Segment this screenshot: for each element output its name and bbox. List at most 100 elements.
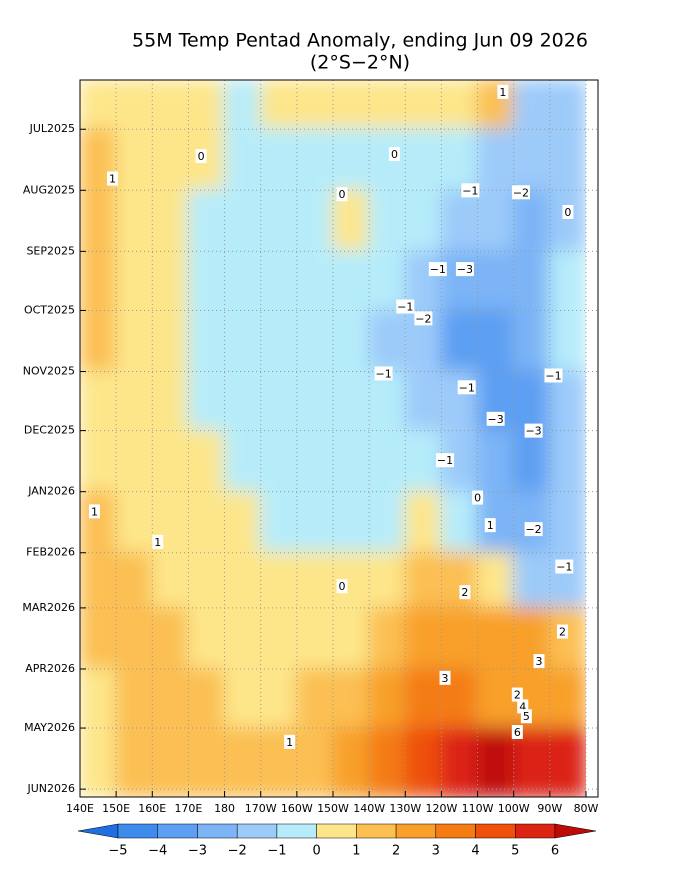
chart-title: 55M Temp Pentad Anomaly, ending Jun 09 2…	[132, 30, 588, 52]
contour-label: −1	[459, 381, 475, 394]
field-cell	[476, 727, 515, 797]
contour-label-box	[511, 687, 523, 702]
field-cell	[404, 490, 443, 554]
field-cell	[548, 250, 586, 312]
contour-label: −1	[556, 561, 572, 574]
field-cell	[80, 250, 118, 312]
field-cell	[404, 189, 443, 253]
field-cell	[223, 309, 262, 373]
contour-label-box	[486, 411, 505, 426]
contour-label-box	[414, 311, 433, 326]
colorbar-arrow	[554, 823, 597, 839]
field-cell	[295, 370, 334, 432]
field-cell	[404, 606, 443, 670]
field-cell	[187, 309, 226, 373]
field-cell	[440, 250, 479, 312]
contour-label: 1	[109, 172, 116, 185]
field-cell	[368, 490, 407, 554]
field-cell	[259, 250, 298, 312]
field-cell	[368, 128, 407, 192]
x-tick-label: 170W	[245, 802, 277, 815]
colorbar-label: −4	[148, 844, 167, 859]
field-cell	[332, 727, 371, 797]
field-cell	[295, 189, 334, 253]
field-cell	[332, 429, 371, 493]
y-tick-label: OCT2025	[24, 303, 75, 316]
x-tick-label: 90W	[537, 802, 562, 815]
field-cell	[332, 490, 371, 554]
x-tick-label: 120W	[425, 802, 457, 815]
field-cell	[259, 370, 298, 432]
field-cell	[115, 80, 154, 131]
y-tick-label: NOV2025	[23, 365, 75, 378]
contour-label-box	[520, 709, 532, 724]
contour-label-box	[544, 368, 563, 383]
contour-label-box	[195, 149, 207, 164]
field-cell	[223, 667, 262, 730]
x-tick-label: 110W	[462, 802, 494, 815]
y-tick-label: AUG2025	[23, 183, 75, 196]
field-cell	[80, 551, 118, 609]
field-cell	[223, 128, 262, 192]
contour-label: 1	[487, 519, 494, 532]
contour-label-box	[374, 366, 393, 381]
field-cell	[368, 727, 407, 797]
field-cell	[187, 551, 226, 609]
y-tick-label: SEP2025	[26, 244, 75, 257]
field-cell	[548, 727, 586, 797]
field-cell	[404, 128, 443, 192]
field-cell	[187, 250, 226, 312]
contour-label-box	[497, 84, 509, 99]
contour-label: −3	[457, 263, 473, 276]
field-cell	[548, 128, 586, 192]
contour-label: −3	[525, 425, 541, 438]
field-cell	[368, 429, 407, 493]
field-cell	[187, 727, 226, 797]
field-cell	[476, 551, 515, 609]
field-cell	[187, 370, 226, 432]
field-cell	[295, 250, 334, 312]
contour-label-box	[88, 504, 100, 519]
field-cell	[187, 429, 226, 493]
contour-label-box	[455, 262, 474, 277]
contour-label-box	[461, 183, 480, 198]
field-cell	[476, 250, 515, 312]
colorbar-label: 4	[471, 844, 479, 859]
field-cell	[223, 490, 262, 554]
contour-label-box	[524, 423, 543, 438]
contour-label-box	[336, 187, 348, 202]
contour-label: −2	[525, 523, 541, 536]
contour-label-box	[555, 559, 574, 574]
colorbar-label: 5	[511, 844, 519, 859]
field	[80, 80, 586, 797]
y-tick-label: FEB2026	[26, 546, 75, 559]
field-cell	[440, 370, 479, 432]
colorbar-label: 3	[432, 844, 440, 859]
y-tick-label: MAY2026	[24, 721, 75, 734]
field-cell	[404, 727, 443, 797]
contour-label: 0	[339, 188, 346, 201]
field-cell	[115, 429, 154, 493]
field-cell	[512, 551, 551, 609]
contour-label: 2	[559, 626, 566, 639]
contour-label-box	[336, 579, 348, 594]
colorbar-swatch	[395, 823, 437, 839]
contour-label: 6	[514, 726, 521, 739]
field-cell	[115, 606, 154, 670]
colorbar: −5 −4 −3 −2 −1 0 1 2 3 4 5 6	[77, 823, 597, 859]
contour-label-box	[388, 147, 400, 162]
colorbar-swatch	[157, 823, 198, 839]
field-cell	[115, 128, 154, 192]
x-tick-label: 80W	[574, 802, 599, 815]
field-cell	[404, 667, 443, 730]
field-cell	[332, 370, 371, 432]
field-cell	[295, 551, 334, 609]
field-cell	[80, 189, 118, 253]
x-tick-label: 150E	[102, 802, 130, 815]
field-cell	[295, 309, 334, 373]
field-cell	[368, 606, 407, 670]
colorbar-swatch	[117, 823, 158, 839]
contour-label-box	[428, 262, 447, 277]
field-cell	[187, 667, 226, 730]
x-tick-label: 100W	[498, 802, 530, 815]
